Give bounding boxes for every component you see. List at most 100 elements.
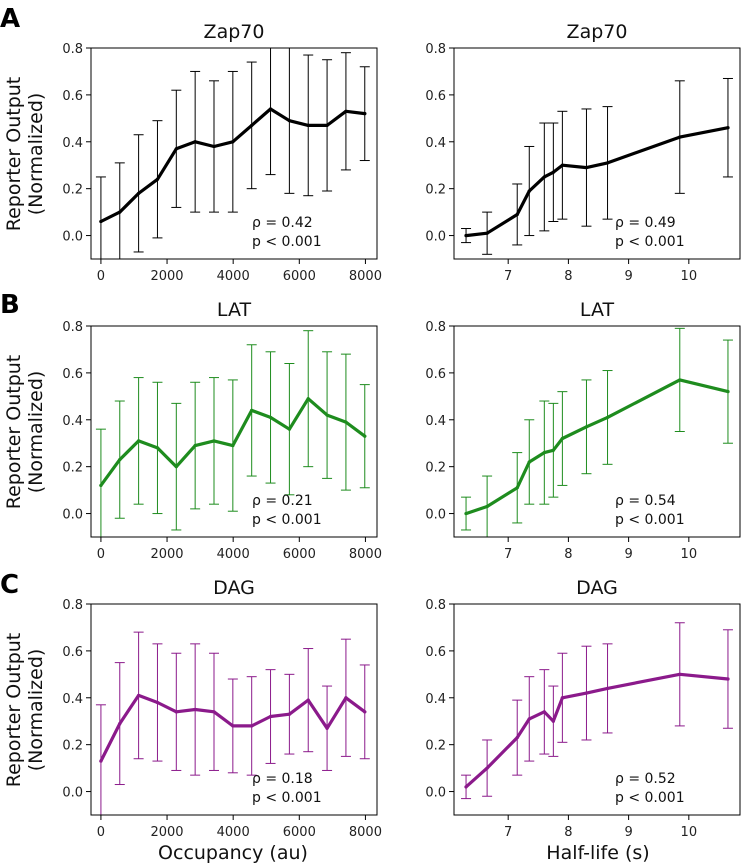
ylabel-line2: (Normalized) — [25, 371, 47, 494]
data-point — [515, 212, 519, 217]
data-point — [155, 446, 160, 450]
data-point — [344, 420, 348, 424]
data-point — [605, 686, 610, 691]
data-point — [193, 140, 197, 144]
data-point — [193, 707, 197, 712]
xlabel-occupancy: Occupancy (au) — [158, 842, 308, 864]
chart-panel: DAG 0.0 0.2 0.4 0.6 0.8 0 2000 4000 6000 8000 ρ = 0… — [62, 577, 382, 840]
chart-title: LAT — [217, 299, 252, 321]
data-point — [325, 413, 329, 417]
axes-frame — [90, 47, 378, 260]
stat-rho: ρ = 0.18 — [252, 771, 313, 787]
y-tick-label: 0.2 — [425, 183, 446, 198]
data-point — [99, 219, 103, 224]
data-point — [560, 696, 564, 700]
x-tick-label: 8000 — [349, 547, 382, 562]
data-point — [584, 165, 589, 170]
data-point — [464, 511, 468, 516]
x-tick-label: 6000 — [283, 825, 316, 840]
data-point — [464, 785, 468, 789]
data-point — [560, 163, 564, 167]
stat-p: p < 0.001 — [615, 234, 685, 250]
data-point — [118, 458, 122, 462]
data-point — [678, 135, 682, 139]
data-point — [560, 436, 564, 441]
y-tick-label: 0.4 — [62, 692, 83, 707]
series-line — [464, 672, 730, 789]
chart-panels: Zap70 0.0 0.2 0.4 0.6 0.8 0 2000 4000 6000 8000 ρ =… — [62, 21, 741, 840]
data-point — [287, 427, 291, 431]
stat-rho: ρ = 0.21 — [252, 493, 313, 509]
x-tick-label: 8 — [564, 825, 572, 840]
data-point — [344, 696, 348, 700]
chart-title: Zap70 — [204, 21, 265, 43]
x-tick-label: 7 — [504, 547, 512, 562]
data-point — [542, 710, 546, 714]
data-point — [542, 175, 546, 179]
y-tick-label: 0.8 — [62, 42, 83, 57]
chart-panel: DAG 0.0 0.2 0.4 0.6 0.8 7 8 9 10 ρ = 0.52 p < 0.001 — [425, 577, 741, 840]
y-tick-label: 0.2 — [425, 461, 446, 476]
plot-area — [461, 77, 733, 255]
data-point — [137, 439, 141, 443]
y-tick-label: 0.2 — [62, 461, 83, 476]
data-point — [325, 726, 329, 730]
data-point — [268, 714, 273, 719]
data-point — [99, 483, 103, 488]
x-tick-label: 9 — [624, 825, 632, 840]
y-tick-label: 0.6 — [62, 367, 83, 382]
data-point — [250, 123, 254, 127]
ylabel-row-a: Reporter Output (Normalized) — [3, 77, 47, 232]
data-point — [726, 390, 730, 394]
x-tick-label: 7 — [504, 269, 512, 284]
data-point — [605, 415, 610, 420]
ylabel-line1: Reporter Output — [3, 77, 25, 232]
x-tick-label: 6000 — [283, 269, 316, 284]
data-point — [212, 439, 216, 443]
panel-letter-c: C — [0, 570, 19, 600]
data-point — [485, 504, 489, 509]
axes-frame — [453, 603, 741, 816]
stat-p: p < 0.001 — [252, 790, 322, 806]
data-point — [155, 177, 160, 181]
x-tick-label: 7 — [504, 825, 512, 840]
data-point — [137, 191, 141, 195]
chart-title: Zap70 — [567, 21, 628, 43]
y-tick-label: 0.0 — [62, 508, 83, 523]
axes-frame — [453, 325, 741, 538]
y-tick-label: 0.4 — [425, 414, 446, 429]
x-tick-label: 10 — [681, 547, 698, 562]
data-point — [363, 112, 367, 116]
chart-panel: LAT 0.0 0.2 0.4 0.6 0.8 7 8 9 10 ρ = 0.54 p < 0.001 — [425, 299, 741, 562]
x-tick-label: 4000 — [217, 825, 250, 840]
panel-letter-a: A — [0, 4, 20, 34]
chart-panel: Zap70 0.0 0.2 0.4 0.6 0.8 0 2000 4000 6000 8000 ρ =… — [62, 21, 382, 284]
x-tick-label: 2000 — [150, 269, 183, 284]
y-tick-label: 0.0 — [425, 230, 446, 245]
chart-title: LAT — [580, 299, 615, 321]
y-tick-label: 0.2 — [62, 739, 83, 754]
ylabel-line1: Reporter Output — [3, 355, 25, 510]
plot-area — [95, 330, 370, 537]
data-point — [584, 691, 589, 695]
x-tick-label: 10 — [681, 825, 698, 840]
data-point — [678, 378, 682, 382]
stat-p: p < 0.001 — [615, 512, 685, 528]
x-tick-label: 8 — [564, 547, 572, 562]
data-point — [551, 448, 555, 452]
axes-frame — [90, 325, 378, 538]
data-point — [193, 443, 197, 448]
x-tick-label: 6000 — [283, 547, 316, 562]
data-point — [174, 465, 178, 469]
ylabel-line1: Reporter Output — [3, 633, 25, 788]
x-tick-label: 0 — [97, 825, 105, 840]
data-point — [515, 486, 519, 490]
chart-title: DAG — [576, 577, 618, 599]
xlabel-half-life: Half-life (s) — [546, 842, 649, 864]
data-point — [726, 126, 730, 130]
data-point — [485, 766, 489, 770]
data-point — [325, 123, 329, 127]
stat-rho: ρ = 0.42 — [252, 215, 313, 231]
y-tick-label: 0.8 — [62, 598, 83, 613]
y-tick-label: 0.6 — [62, 645, 83, 660]
